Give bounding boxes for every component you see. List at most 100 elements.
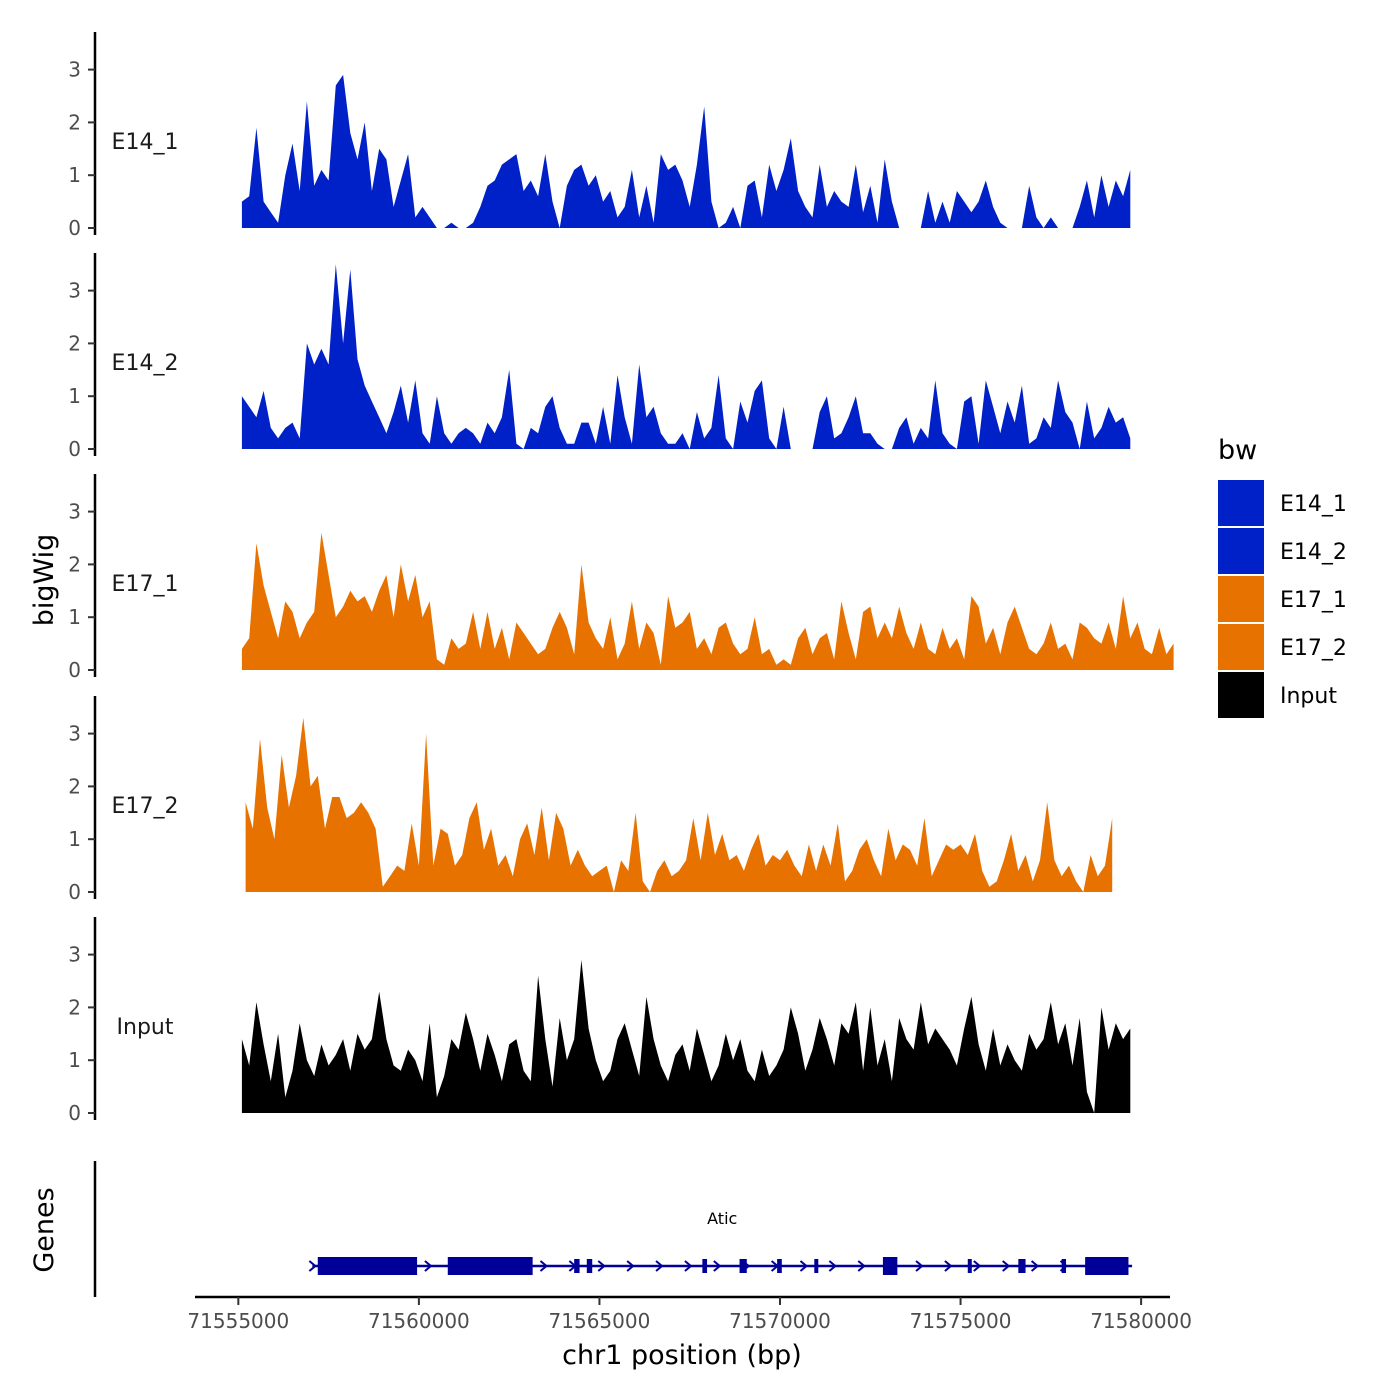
bigwig-tracks: 0 1 2 3 E14_1 0 1 2 3 E14_2 0 1 2 3 E17_1 0 1 2 3 E17_2 0 1 2 3… <box>68 32 1174 1125</box>
coverage-area <box>245 717 614 892</box>
coverage-area <box>241 264 524 449</box>
coverage-area <box>241 74 437 229</box>
x-tick-label: 71580000 <box>1090 1309 1192 1333</box>
track-label: E14_1 <box>112 130 179 155</box>
coverage-area <box>1072 169 1131 228</box>
exon <box>317 1257 418 1275</box>
exon <box>739 1259 747 1273</box>
coverage-area <box>1021 185 1044 228</box>
strand-arrow <box>857 1260 866 1272</box>
x-tick-label: 71560000 <box>368 1309 470 1333</box>
y-tick-label: 2 <box>68 995 81 1019</box>
strand-arrow <box>684 1260 693 1272</box>
track-e14-1: 0 1 2 3 E14_1 <box>68 32 1131 240</box>
strand-arrow <box>713 1260 722 1272</box>
y-tick-label: 0 <box>68 1101 81 1125</box>
coverage-area <box>1094 1007 1131 1113</box>
y-tick-label: 3 <box>68 58 81 82</box>
exon <box>586 1259 593 1273</box>
strand-arrow <box>915 1260 924 1272</box>
coverage-area <box>776 406 791 449</box>
strand-arrow <box>944 1260 953 1272</box>
y-tick-label: 1 <box>68 1048 81 1072</box>
coverage-area <box>241 532 1174 670</box>
y-tick-label: 3 <box>68 500 81 524</box>
exon <box>1018 1259 1026 1273</box>
exon <box>882 1257 898 1275</box>
coverage-area <box>241 959 1095 1113</box>
legend-title: bw <box>1218 435 1257 466</box>
y-tick-label: 2 <box>68 552 81 576</box>
exon <box>777 1259 782 1273</box>
coverage-area <box>920 180 1008 228</box>
coverage-area <box>613 812 650 892</box>
exon <box>967 1259 972 1273</box>
coverage-area <box>733 380 777 449</box>
strand-arrow <box>828 1260 837 1272</box>
exon <box>1061 1259 1066 1273</box>
coverage-area <box>891 380 957 449</box>
y-tick-label: 2 <box>68 110 81 134</box>
y-tick-label: 0 <box>68 880 81 904</box>
strand-arrow <box>626 1260 635 1272</box>
y-tick-label: 0 <box>68 437 81 461</box>
y-tick-label: 1 <box>68 384 81 408</box>
legend-key <box>1218 576 1264 622</box>
legend-label: E17_2 <box>1280 636 1347 661</box>
track-label: Input <box>117 1015 174 1040</box>
coverage-area <box>559 106 719 228</box>
coverage-area <box>740 138 900 228</box>
legend-label: E14_1 <box>1280 492 1347 517</box>
y-tick-label: 1 <box>68 163 81 187</box>
y-tick-label: 0 <box>68 216 81 240</box>
y-tick-label: 1 <box>68 827 81 851</box>
legend-key <box>1218 480 1264 526</box>
y-tick-label: 3 <box>68 943 81 967</box>
coverage-area <box>1079 401 1131 449</box>
legend-label: E14_2 <box>1280 540 1347 565</box>
coverage-area <box>689 375 734 449</box>
strand-arrow <box>1030 1260 1040 1272</box>
coverage-area <box>718 206 741 228</box>
y-tick-label: 1 <box>68 605 81 629</box>
x-axis: 71555000 71560000 71565000 71570000 71575000… <box>187 1295 1192 1333</box>
legend-key <box>1218 672 1264 718</box>
gene-panel: Genes Atic <box>29 1161 1133 1297</box>
track-input: 0 1 2 3 Input <box>68 917 1131 1125</box>
exon <box>814 1259 819 1273</box>
coverage-area <box>465 154 560 228</box>
track-label: E14_2 <box>112 351 179 376</box>
strand-arrow <box>539 1260 549 1272</box>
coverage-area <box>1043 217 1059 228</box>
strand-arrow <box>655 1260 664 1272</box>
coverage-area <box>650 802 1084 892</box>
x-tick-label: 71570000 <box>729 1309 831 1333</box>
y-tick-label: 2 <box>68 774 81 798</box>
strand-arrow <box>308 1260 317 1272</box>
legend-label: Input <box>1280 684 1337 709</box>
x-tick-label: 71565000 <box>549 1309 651 1333</box>
exon <box>702 1259 708 1273</box>
track-e17-1: 0 1 2 3 E17_1 <box>68 474 1174 682</box>
coverage-area <box>444 222 459 228</box>
coverage-area <box>956 380 1080 449</box>
strand-arrow <box>424 1260 433 1272</box>
y-tick-label: 3 <box>68 279 81 303</box>
coverage-area <box>523 364 690 449</box>
strand-arrow <box>799 1260 809 1272</box>
track-label: E17_1 <box>112 572 179 597</box>
coverage-area <box>812 396 885 449</box>
exon <box>447 1257 533 1275</box>
x-axis-title: chr1 position (bp) <box>562 1340 802 1371</box>
x-tick-label: 71575000 <box>910 1309 1012 1333</box>
y-tick-label: 3 <box>68 722 81 746</box>
strand-arrow <box>973 1260 982 1272</box>
strand-arrow <box>1002 1260 1011 1272</box>
strand-arrow <box>597 1260 606 1272</box>
y-axis-title: bigWig <box>29 534 60 627</box>
track-label: E17_2 <box>112 794 179 819</box>
gene-atic: Atic <box>308 1209 1133 1275</box>
legend: bw E14_1 E14_2 E17_1 E17_2 Input <box>1218 435 1347 718</box>
